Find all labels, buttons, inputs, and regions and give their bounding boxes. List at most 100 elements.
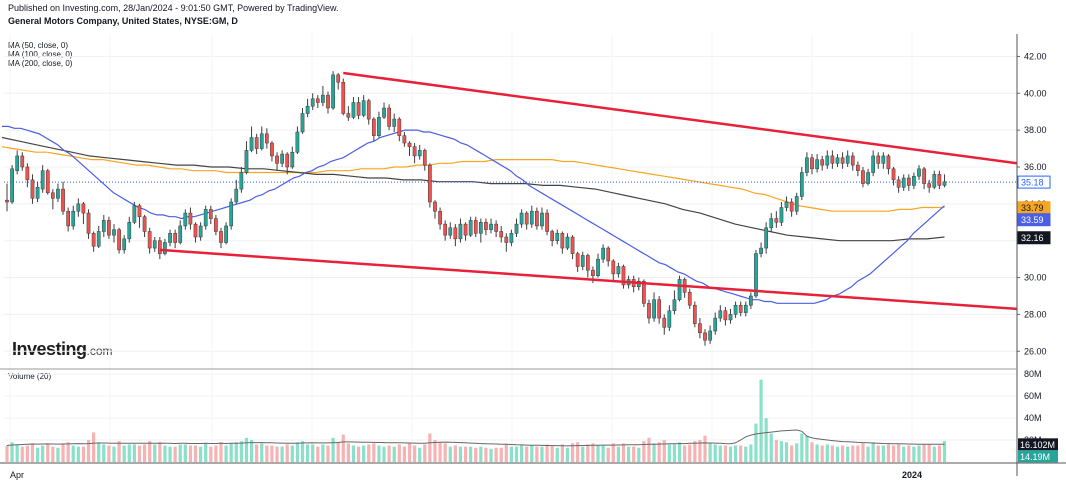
- candle-body: [473, 220, 478, 234]
- volume-bar: [902, 446, 906, 462]
- volume-bar: [122, 445, 126, 462]
- candle-body: [326, 94, 330, 109]
- candle-body: [723, 310, 728, 321]
- candle-body: [402, 135, 407, 144]
- ma200-value-badge-text: 32.16: [1021, 233, 1044, 243]
- candle-body: [351, 102, 356, 118]
- candle-body: [66, 210, 70, 227]
- candle-body: [433, 201, 437, 212]
- volume-value-badge: [1018, 450, 1058, 463]
- candle-body: [15, 155, 20, 171]
- volume-bar: [326, 445, 330, 462]
- candle-body: [861, 170, 865, 184]
- volume-bar: [922, 444, 926, 462]
- candle-body: [850, 155, 855, 166]
- candle-body: [127, 222, 132, 240]
- candle-body: [514, 223, 519, 234]
- volume-bar: [56, 447, 60, 462]
- candle-body: [193, 223, 198, 238]
- volume-bar: [92, 432, 96, 462]
- volume-bar: [173, 446, 177, 462]
- volume-bar: [102, 444, 106, 462]
- candle-body: [815, 159, 819, 170]
- volume-bar: [891, 445, 896, 462]
- volume-bar: [489, 448, 493, 462]
- volume-bar: [86, 440, 91, 462]
- ma50-value-badge: [1017, 213, 1051, 227]
- candle-body: [285, 153, 290, 168]
- candle-body: [927, 183, 932, 188]
- candle-body: [866, 172, 870, 184]
- upper-trendline: [343, 71, 1018, 165]
- candle-body: [580, 255, 585, 267]
- candle-body: [840, 157, 845, 164]
- volume-bar: [540, 446, 544, 462]
- candle-body: [932, 174, 937, 188]
- candle-body: [178, 225, 183, 243]
- candle-body: [830, 155, 835, 164]
- candle-body: [529, 210, 534, 225]
- ma50-line: [2, 125, 945, 304]
- volume-bar: [637, 447, 641, 462]
- candle-body: [5, 199, 9, 203]
- volume-bar: [693, 441, 697, 462]
- volume-bars: [5, 379, 947, 462]
- volume-bar: [550, 445, 554, 462]
- candle-body: [886, 155, 891, 170]
- volume-bar: [484, 447, 488, 462]
- volume-bar: [474, 447, 478, 462]
- volume-bar: [66, 442, 70, 462]
- volume-bar: [677, 442, 682, 462]
- candle-body: [499, 231, 504, 238]
- candle-body: [198, 225, 203, 238]
- candle-body: [132, 205, 137, 223]
- candle-body: [743, 304, 748, 313]
- candle-body: [361, 100, 366, 116]
- candle-body: [163, 242, 167, 254]
- volume-bar: [642, 441, 646, 462]
- candle-body: [229, 201, 234, 227]
- volume-bar: [10, 442, 14, 462]
- volume-bar: [652, 443, 656, 462]
- candle-body: [677, 279, 682, 300]
- price-tick-label: 40.00: [1024, 88, 1047, 98]
- candle-body: [290, 151, 295, 168]
- last-price-badge: [1017, 175, 1051, 189]
- volume-bar: [499, 447, 503, 462]
- volume-bar: [249, 440, 254, 462]
- candle-body: [101, 220, 106, 232]
- volume-bar: [932, 446, 936, 462]
- candle-body: [173, 233, 177, 243]
- volume-bar: [265, 445, 269, 462]
- volume-bar: [76, 446, 80, 462]
- candle-body: [422, 150, 427, 166]
- volume-bar: [244, 437, 249, 462]
- candle-body: [417, 150, 422, 157]
- volume-bar: [713, 444, 717, 462]
- volume-bar: [718, 445, 722, 462]
- volume-bar: [61, 443, 65, 462]
- volume-bar: [382, 446, 386, 462]
- volume-bar: [728, 446, 733, 462]
- candle-body: [346, 113, 351, 118]
- volume-bar: [596, 445, 600, 462]
- volume-bar: [214, 445, 218, 462]
- candle-body: [917, 168, 921, 177]
- volume-bar: [51, 446, 55, 462]
- volume-bar: [20, 446, 24, 462]
- volume-tick-label: 40M: [1024, 413, 1042, 423]
- candle-body: [805, 157, 809, 173]
- volume-bar: [46, 444, 50, 462]
- volume-bar: [280, 446, 284, 462]
- candle-body: [315, 98, 320, 103]
- candle-body: [784, 201, 789, 208]
- candle-body: [698, 323, 702, 334]
- volume-bar: [407, 443, 412, 462]
- candle-body: [754, 253, 758, 297]
- volume-bar: [739, 445, 743, 462]
- lower-trendline: [159, 248, 1018, 311]
- volume-bar: [316, 446, 320, 462]
- candle-body: [208, 209, 213, 219]
- candle-body: [366, 100, 371, 120]
- volume-bar: [881, 445, 885, 462]
